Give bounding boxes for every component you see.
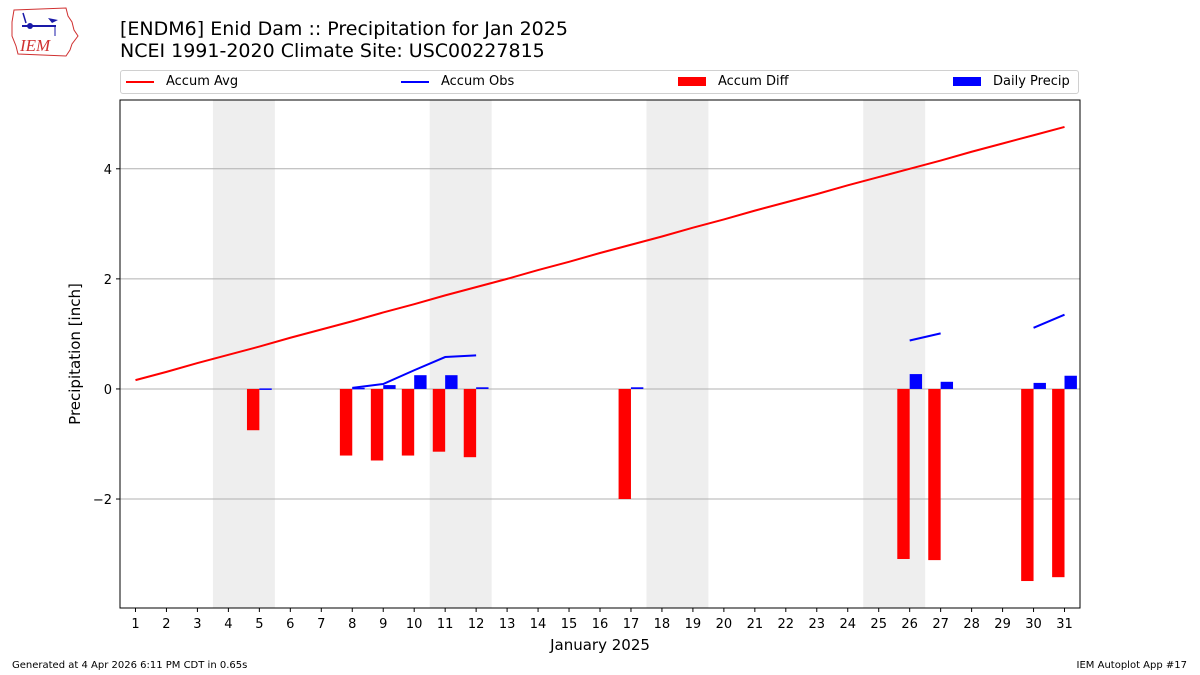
accum-diff-bar <box>928 388 941 561</box>
weekend-shade <box>646 100 709 608</box>
chart-title: [ENDM6] Enid Dam :: Precipitation for Ja… <box>120 18 568 40</box>
legend-item-daily-precip: Daily Precip <box>953 74 1070 89</box>
x-tick-label: 12 <box>468 617 485 632</box>
legend-label: Accum Avg <box>166 74 239 89</box>
legend-item-accum-diff: Accum Diff <box>678 74 789 89</box>
x-tick-label: 24 <box>839 617 856 632</box>
x-tick-label: 2 <box>162 617 170 632</box>
accum-obs-line <box>352 354 477 389</box>
weekend-shade <box>863 100 926 608</box>
legend-label: Accum Obs <box>441 74 515 89</box>
daily-precip-bar <box>352 387 365 390</box>
accum-avg-line <box>135 126 1065 382</box>
x-axis-label: January 2025 <box>549 636 650 654</box>
accum-diff-bar <box>339 388 353 456</box>
accum-diff-bar <box>432 388 446 452</box>
x-tick-label: 17 <box>623 617 640 632</box>
x-tick-label: 29 <box>994 617 1011 632</box>
x-tick-label: 16 <box>592 617 609 632</box>
legend-swatch-red-box <box>678 77 706 86</box>
x-tick-label: 20 <box>716 617 733 632</box>
x-tick-label: 1 <box>131 617 139 632</box>
iem-logo: IEM <box>11 7 79 57</box>
x-tick-label: 10 <box>406 617 423 632</box>
x-tick-label: 21 <box>747 617 764 632</box>
daily-precip-bar <box>1064 375 1077 389</box>
y-tick-label: −2 <box>93 493 112 508</box>
y-tick-label: 4 <box>104 163 112 178</box>
x-tick-label: 9 <box>379 617 387 632</box>
daily-precip-bar <box>940 381 954 389</box>
legend-swatch-blue-box <box>953 77 981 86</box>
x-tick-label: 28 <box>963 617 980 632</box>
x-tick-label: 6 <box>286 617 294 632</box>
accum-obs-line <box>909 332 941 342</box>
legend-item-accum-obs: Accum Obs <box>401 74 514 89</box>
daily-precip-bar <box>476 387 489 389</box>
accum-diff-bar <box>463 388 477 458</box>
x-tick-label: 14 <box>530 617 547 632</box>
legend: Accum Avg Accum Obs Accum Diff Daily Pre… <box>120 70 1079 94</box>
x-tick-label: 25 <box>870 617 887 632</box>
x-tick-label: 11 <box>437 617 454 632</box>
x-tick-label: 3 <box>193 617 201 632</box>
weekend-shade <box>212 100 275 608</box>
plot-area-frame <box>119 99 1081 609</box>
accum-diff-bar <box>246 388 260 431</box>
x-tick-label: 4 <box>224 617 232 632</box>
svg-text:IEM: IEM <box>19 36 51 55</box>
x-tick-label: 13 <box>499 617 516 632</box>
legend-swatch-blue-line <box>401 80 429 83</box>
x-tick-label: 5 <box>255 617 263 632</box>
daily-precip-bar <box>630 387 644 389</box>
legend-swatch-red-line <box>126 80 154 83</box>
accum-diff-bar <box>1021 388 1034 582</box>
daily-precip-bar <box>383 385 396 389</box>
y-tick-label: 0 <box>104 383 112 398</box>
accum-diff-bar <box>897 388 910 560</box>
daily-precip-bar <box>414 375 427 389</box>
x-tick-label: 19 <box>685 617 702 632</box>
legend-label: Daily Precip <box>993 74 1070 89</box>
accum-diff-bar <box>618 388 631 500</box>
y-tick-label: 2 <box>104 273 112 288</box>
daily-precip-bar <box>1033 382 1046 389</box>
x-tick-label: 8 <box>348 617 356 632</box>
daily-precip-bar <box>259 388 272 390</box>
x-tick-label: 7 <box>317 617 325 632</box>
accum-obs-line <box>1033 313 1065 329</box>
x-tick-label: 31 <box>1056 617 1073 632</box>
x-tick-label: 30 <box>1025 617 1042 632</box>
x-tick-label: 26 <box>901 617 918 632</box>
x-tick-label: 27 <box>932 617 949 632</box>
legend-label: Accum Diff <box>718 74 789 89</box>
x-tick-label: 15 <box>561 617 578 632</box>
y-axis-label: Precipitation [inch] <box>66 283 84 425</box>
accum-diff-bar <box>1052 388 1065 578</box>
daily-precip-bar <box>445 375 458 389</box>
x-tick-label: 18 <box>654 617 671 632</box>
generated-timestamp: Generated at 4 Apr 2026 6:11 PM CDT in 0… <box>12 660 248 671</box>
app-credit: IEM Autoplot App #17 <box>1076 660 1187 671</box>
x-tick-label: 22 <box>778 617 795 632</box>
chart-subtitle: NCEI 1991-2020 Climate Site: USC00227815 <box>120 40 545 62</box>
accum-diff-bar <box>370 388 384 461</box>
accum-diff-bar <box>401 388 415 456</box>
x-tick-label: 23 <box>809 617 826 632</box>
legend-item-accum-avg: Accum Avg <box>126 74 238 89</box>
weekend-shade <box>429 100 492 608</box>
daily-precip-bar <box>909 374 923 389</box>
